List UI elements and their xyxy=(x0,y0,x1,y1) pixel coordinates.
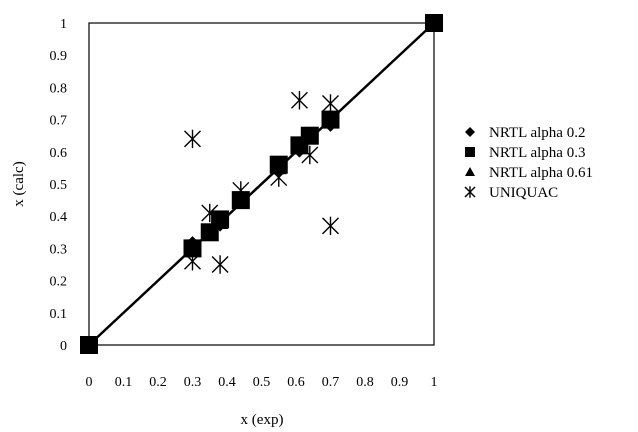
y-tick-label: 0.8 xyxy=(50,81,68,96)
legend-label: NRTL alpha 0.61 xyxy=(489,165,593,181)
triangle-point xyxy=(212,214,229,230)
series-asterisk xyxy=(184,91,339,274)
asterisk-point xyxy=(184,129,201,149)
x-tick-label: 0.3 xyxy=(184,375,202,390)
x-axis-title: x (exp) xyxy=(241,412,284,428)
y-tick-label: 0 xyxy=(60,339,67,354)
legend: NRTL alpha 0.2 NRTL alpha 0.3 NRTL alpha 0… xyxy=(464,125,593,201)
asterisk-point xyxy=(201,203,219,223)
legend-label: NRTL alpha 0.2 xyxy=(489,125,585,141)
y-tick-label: 0.2 xyxy=(50,275,68,290)
x-tick-label: 0.2 xyxy=(149,375,167,390)
legend-asterisk-marker xyxy=(464,186,476,198)
x-tick-label: 0.1 xyxy=(115,375,133,390)
x-tick-label: 0.7 xyxy=(322,375,340,390)
y-tick-label: 0.9 xyxy=(50,49,68,64)
asterisk-point xyxy=(322,216,339,236)
y-tick-label: 0.4 xyxy=(50,210,68,225)
legend-diamond-marker xyxy=(465,127,475,137)
triangle-point xyxy=(301,127,318,143)
legend-triangle-marker xyxy=(465,167,475,176)
asterisk-point xyxy=(232,181,250,200)
asterisk-point xyxy=(211,255,229,274)
asterisk-point xyxy=(184,252,201,271)
triangle-point xyxy=(201,224,218,239)
asterisk-point xyxy=(270,168,288,187)
asterisk-point xyxy=(322,94,339,113)
x-tick-label: 1 xyxy=(431,375,438,390)
x-axis-ticks: 0 0.1 0.2 0.3 0.4 0.5 0.6 0.7 0.8 0.9 1 xyxy=(86,375,438,390)
y-tick-label: 0.7 xyxy=(50,114,68,129)
triangle-point xyxy=(270,159,287,175)
x-tick-label: 0.5 xyxy=(253,375,271,390)
y-tick-label: 0.6 xyxy=(50,146,68,161)
x-tick-label: 0.6 xyxy=(287,375,305,390)
triangle-point xyxy=(322,111,339,126)
y-axis-ticks: 0 0.1 0.2 0.3 0.4 0.5 0.6 0.7 0.8 0.9 1 xyxy=(50,17,68,354)
asterisk-point xyxy=(301,145,319,165)
data-markers xyxy=(80,14,443,354)
parity-line xyxy=(88,22,435,346)
y-tick-label: 0.1 xyxy=(50,307,68,322)
y-tick-label: 0.5 xyxy=(50,178,68,193)
triangle-point xyxy=(184,240,201,255)
y-tick-label: 0.3 xyxy=(50,242,68,257)
triangle-point xyxy=(81,337,97,352)
legend-label: NRTL alpha 0.3 xyxy=(489,145,585,161)
x-tick-label: 0.4 xyxy=(218,375,236,390)
x-tick-label: 0 xyxy=(86,375,93,390)
y-axis-title: x (calc) xyxy=(11,161,27,206)
asterisk-point xyxy=(290,91,308,110)
triangle-point xyxy=(426,15,442,30)
legend-square-marker xyxy=(465,147,475,157)
legend-label: UNIQUAC xyxy=(489,185,558,201)
x-tick-label: 0.8 xyxy=(356,375,374,390)
y-tick-label: 1 xyxy=(60,17,67,32)
x-tick-label: 0.9 xyxy=(391,375,409,390)
